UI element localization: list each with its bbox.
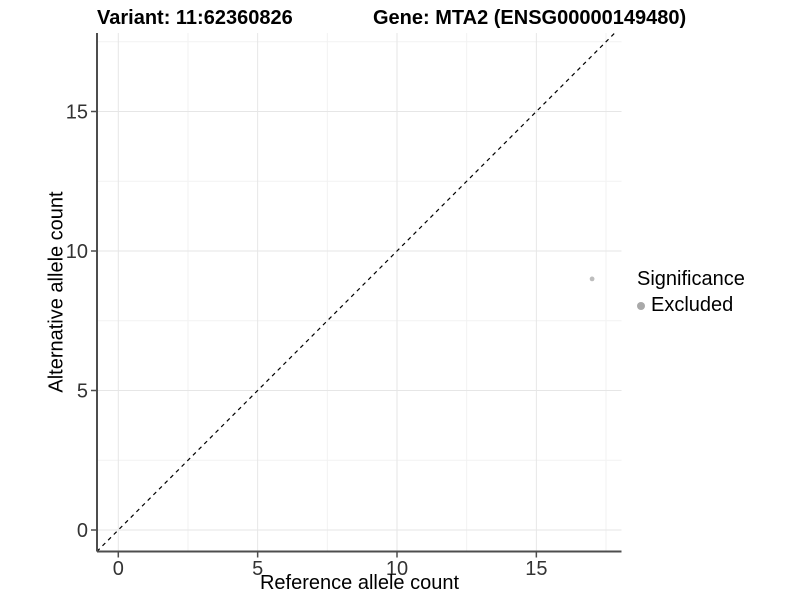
legend-title: Significance [637,268,745,290]
identity-line [96,32,616,552]
y-tick-label: 0 [77,520,88,542]
y-tick-label: 5 [77,381,88,403]
x-tick-label: 5 [252,558,263,580]
y-tick-label: 15 [66,102,88,124]
data-point [589,276,595,282]
legend-marker-circle-icon [637,301,645,310]
x-tick-label: 15 [525,558,547,580]
y-axis-title: Alternative allele count [45,191,68,393]
legend-item-excluded: Excluded [637,294,745,317]
x-tick-label: 10 [386,558,408,580]
legend-item-label: Excluded [651,294,734,316]
plot-title-gene: Gene: MTA2 (ENSG00000149480) [373,7,687,29]
y-tick-label: 10 [66,241,88,263]
x-tick-label: 0 [113,558,124,580]
x-axis-title: Reference allele count [259,572,459,594]
plot-title-variant: Variant: 11:62360826 [97,7,293,29]
legend: Significance Excluded [637,268,745,317]
